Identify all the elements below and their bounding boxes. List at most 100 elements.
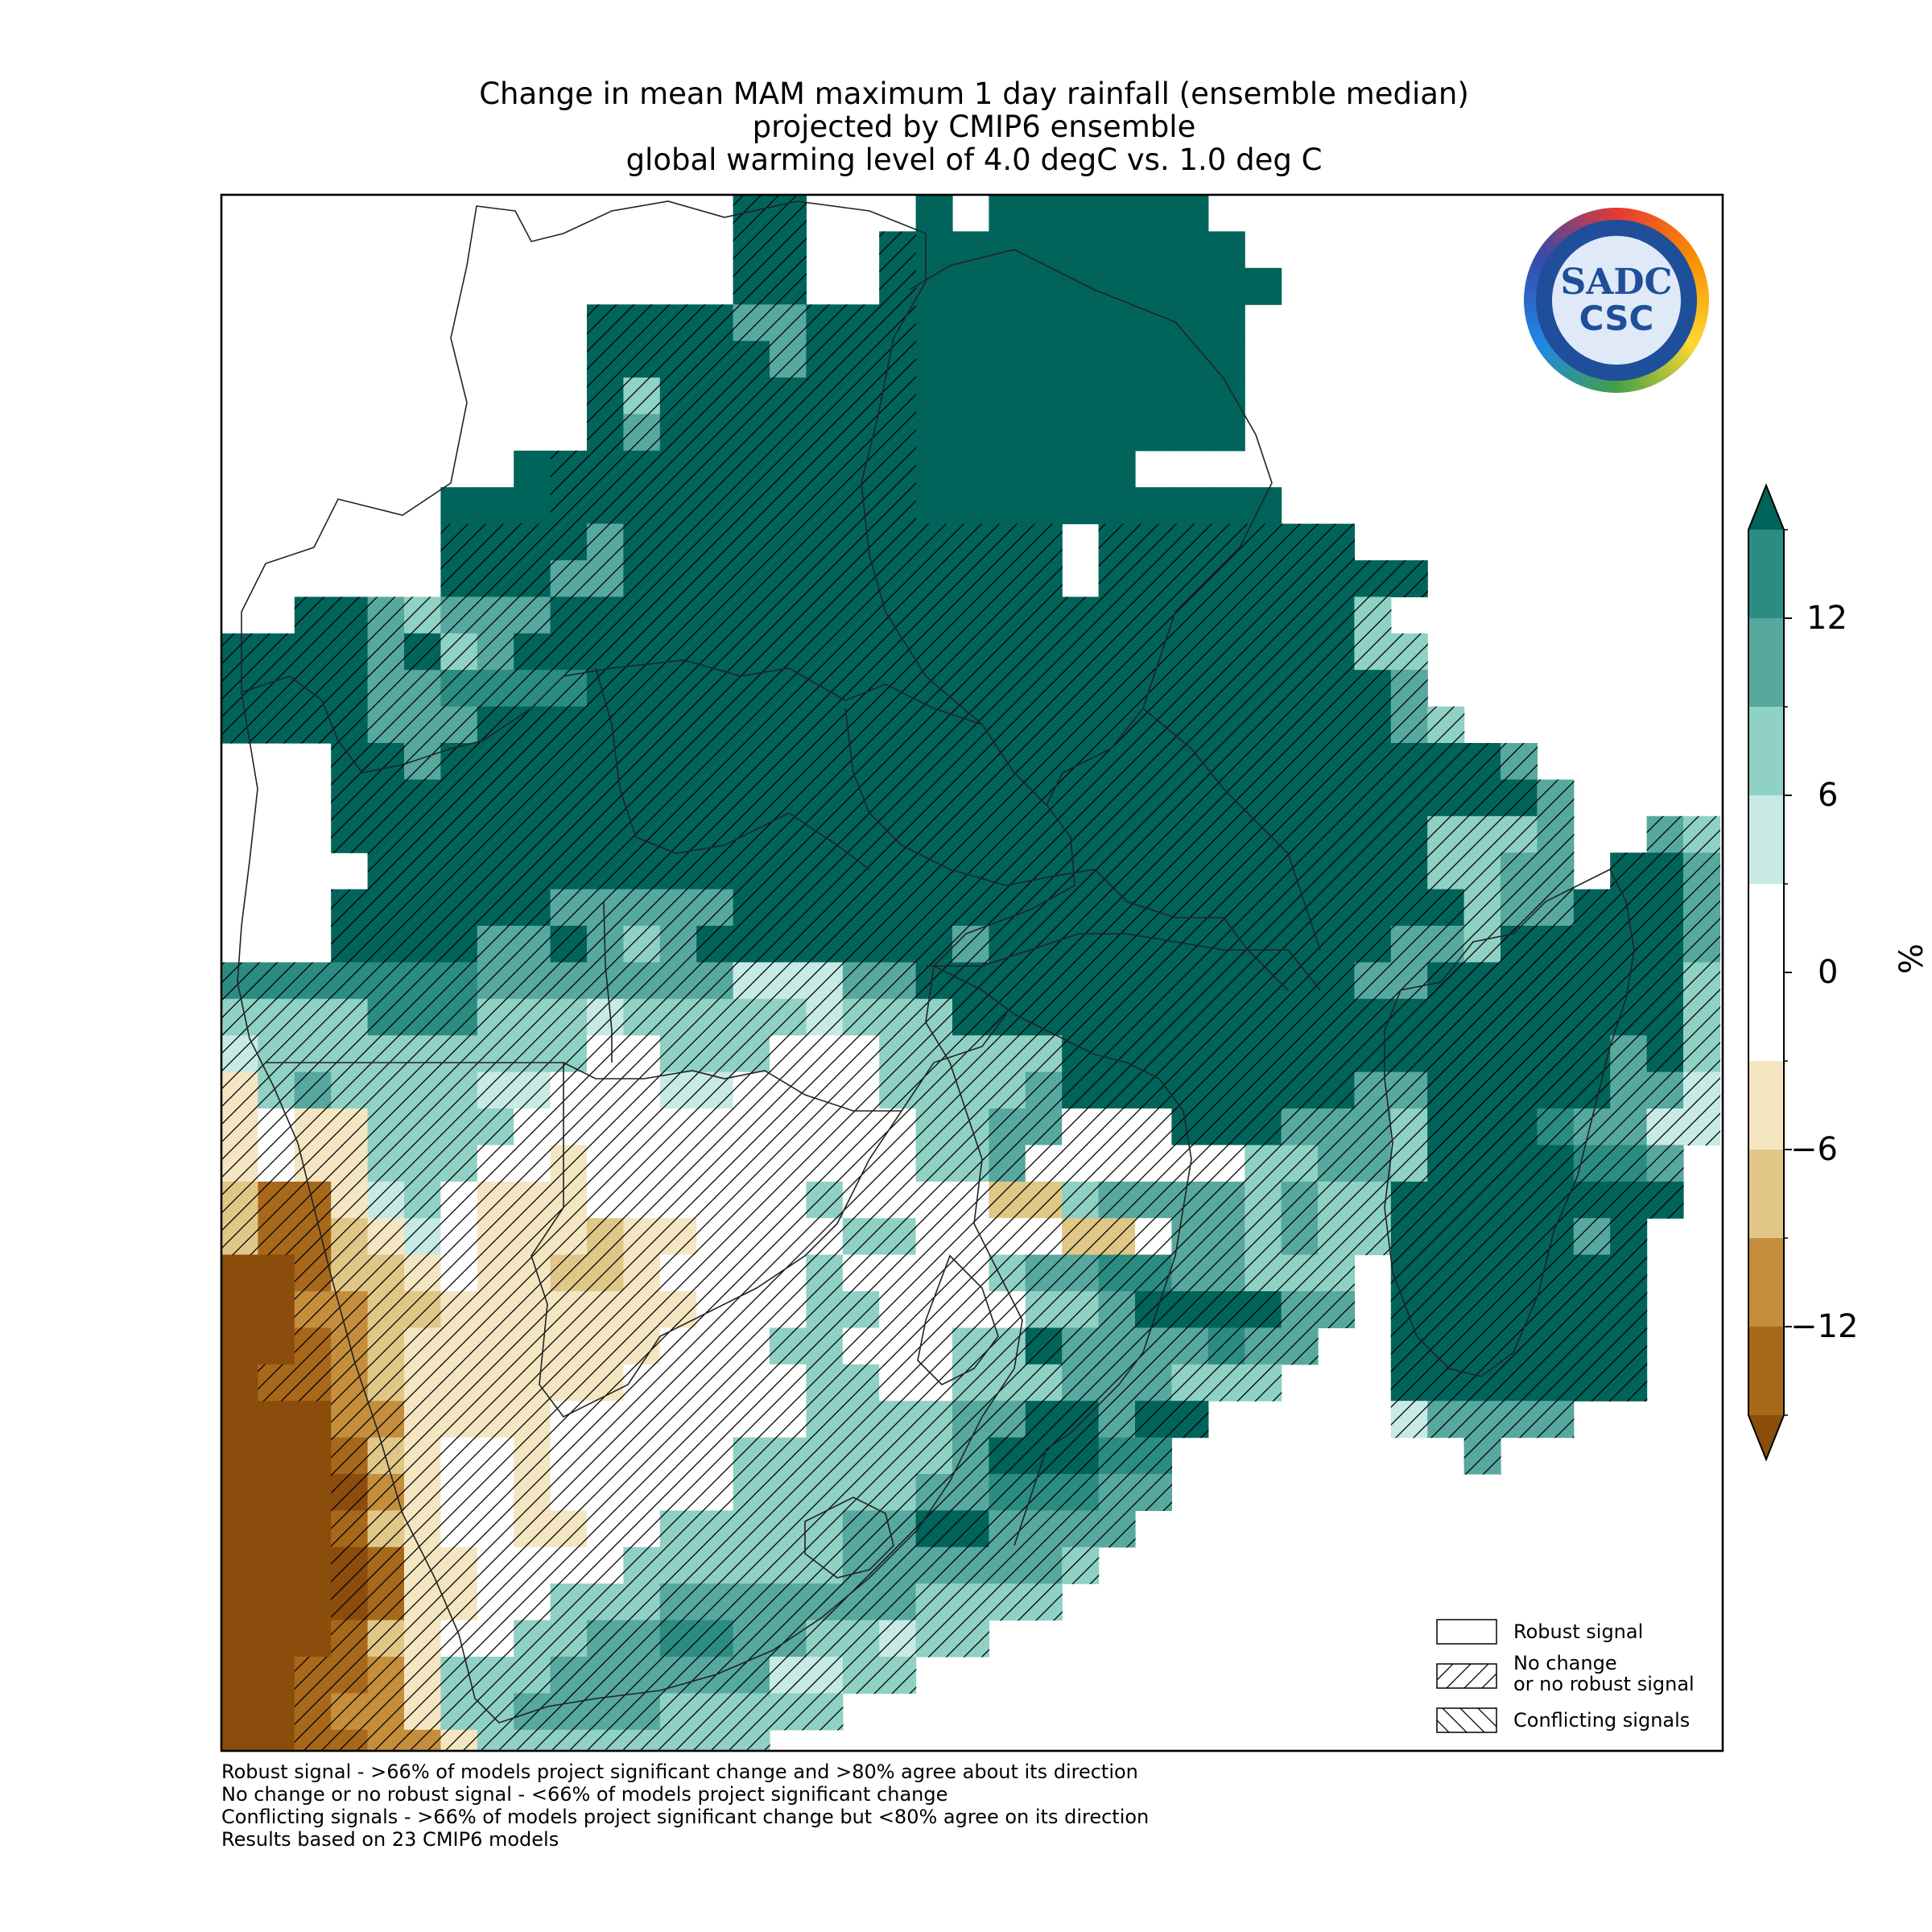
grid-cell xyxy=(952,267,989,305)
colorbar-segment xyxy=(1748,618,1784,707)
grid-cell xyxy=(915,341,953,378)
colorbar-tick-label: −6 xyxy=(1790,1131,1838,1168)
grid-cell xyxy=(514,487,551,525)
colorbar-segment xyxy=(1748,530,1784,618)
grid-cell xyxy=(1098,304,1136,342)
grid-cell xyxy=(952,378,989,415)
grid-cell xyxy=(915,450,953,488)
grid-cell xyxy=(952,304,989,342)
grid-cell xyxy=(989,341,1026,378)
grid-cell xyxy=(514,450,551,488)
grid-cell xyxy=(915,267,953,305)
grid-cell xyxy=(1245,267,1282,305)
footnotes: Robust signal - >66% of models project s… xyxy=(221,1761,1149,1851)
colorbar-segment xyxy=(1748,1061,1784,1150)
grid-cell xyxy=(989,450,1026,488)
grid-cell xyxy=(952,414,989,452)
colorbar-tick-label: 12 xyxy=(1806,600,1847,637)
grid-cell xyxy=(915,414,953,452)
grid-cell xyxy=(477,487,514,525)
grid-cell xyxy=(1171,267,1209,305)
grid-cell xyxy=(1025,231,1063,269)
grid-cell xyxy=(1098,378,1136,415)
grid-cell xyxy=(1208,487,1245,525)
title-line-3: global warming level of 4.0 degC vs. 1.0… xyxy=(625,142,1323,177)
colorbar-segment xyxy=(1748,1150,1784,1238)
grid-cell xyxy=(1025,378,1063,415)
grid-cell xyxy=(1171,195,1209,232)
grid-cell xyxy=(1135,267,1172,305)
colorbar-unit-label: % xyxy=(1893,943,1930,974)
grid-cell xyxy=(1135,231,1172,269)
grid-cell xyxy=(1062,195,1100,232)
grid-cell xyxy=(1171,378,1209,415)
footnote-no-change: No change or no robust signal - <66% of … xyxy=(221,1783,948,1806)
grid-cell xyxy=(1098,195,1136,232)
grid-cell xyxy=(1025,195,1063,232)
grid-cell xyxy=(1025,487,1063,525)
colorbar-segment xyxy=(1748,884,1784,1061)
map-title: Change in mean MAM maximum 1 day rainfal… xyxy=(221,77,1727,176)
grid-cell xyxy=(1208,267,1245,305)
colorbar-segment xyxy=(1748,795,1784,884)
footnote-robust: Robust signal - >66% of models project s… xyxy=(221,1761,1138,1783)
footnote-models: Results based on 23 CMIP6 models xyxy=(221,1828,559,1851)
grid-cell xyxy=(989,195,1026,232)
grid-cell xyxy=(1135,378,1172,415)
colorbar-tick-label: 0 xyxy=(1818,954,1839,991)
grid-cell xyxy=(1025,414,1063,452)
grid-cell xyxy=(915,378,953,415)
colorbar-extend-min xyxy=(1748,1415,1784,1459)
grid-cell xyxy=(1135,341,1172,378)
grid-cell xyxy=(989,304,1026,342)
grid-cell xyxy=(989,378,1026,415)
grid-cell xyxy=(1208,414,1245,452)
grid-cell xyxy=(1135,195,1172,232)
grid-cell xyxy=(989,487,1026,525)
grid-cell xyxy=(989,414,1026,452)
grid-cell xyxy=(1135,487,1172,525)
grid-cell xyxy=(1062,304,1100,342)
colorbar-segment xyxy=(1748,707,1784,795)
grid-cell xyxy=(1062,378,1100,415)
title-line-2: projected by CMIP6 ensemble xyxy=(752,109,1196,144)
grid-cell xyxy=(1025,341,1063,378)
grid-cell xyxy=(1098,341,1136,378)
grid-cell xyxy=(915,487,953,525)
grid-cell xyxy=(1062,487,1100,525)
logo-core: SADC CSC xyxy=(1552,236,1681,365)
colorbar-tick-label: −12 xyxy=(1790,1308,1859,1345)
footnote-conflicting: Conflicting signals - >66% of models pro… xyxy=(221,1806,1150,1828)
grid-cell xyxy=(989,267,1026,305)
grid-cell xyxy=(1025,267,1063,305)
sadc-csc-logo: SADC CSC xyxy=(1524,208,1709,393)
grid-cell xyxy=(1098,487,1136,525)
grid-cell xyxy=(952,450,989,488)
grid-cell xyxy=(440,487,478,525)
logo-top-text: SADC xyxy=(1560,262,1673,303)
grid-cell xyxy=(1025,450,1063,488)
grid-cell xyxy=(1098,414,1136,452)
grid-cell xyxy=(1062,450,1100,488)
grid-cell xyxy=(1098,231,1136,269)
colorbar-ticks xyxy=(1784,529,1792,1416)
grid-cell xyxy=(1171,487,1209,525)
colorbar-extend-max xyxy=(1748,485,1784,530)
grid-cell xyxy=(1208,304,1245,342)
colorbar-segment xyxy=(1748,1327,1784,1415)
grid-cell xyxy=(1171,231,1209,269)
grid-cell xyxy=(1208,341,1245,378)
grid-cell xyxy=(952,231,989,269)
grid-cell xyxy=(952,487,989,525)
grid-cell xyxy=(1171,341,1209,378)
grid-cell xyxy=(1062,341,1100,378)
logo-ring: SADC CSC xyxy=(1536,220,1697,381)
grid-cell xyxy=(989,231,1026,269)
grid-cell xyxy=(1208,231,1245,269)
colorbar-segment xyxy=(1748,1238,1784,1327)
colorbar-tick-label: 6 xyxy=(1818,777,1839,814)
colorbar-segments xyxy=(1748,483,1785,1462)
grid-cell xyxy=(1062,414,1100,452)
grid-cell xyxy=(915,304,953,342)
grid-cell xyxy=(1062,267,1100,305)
